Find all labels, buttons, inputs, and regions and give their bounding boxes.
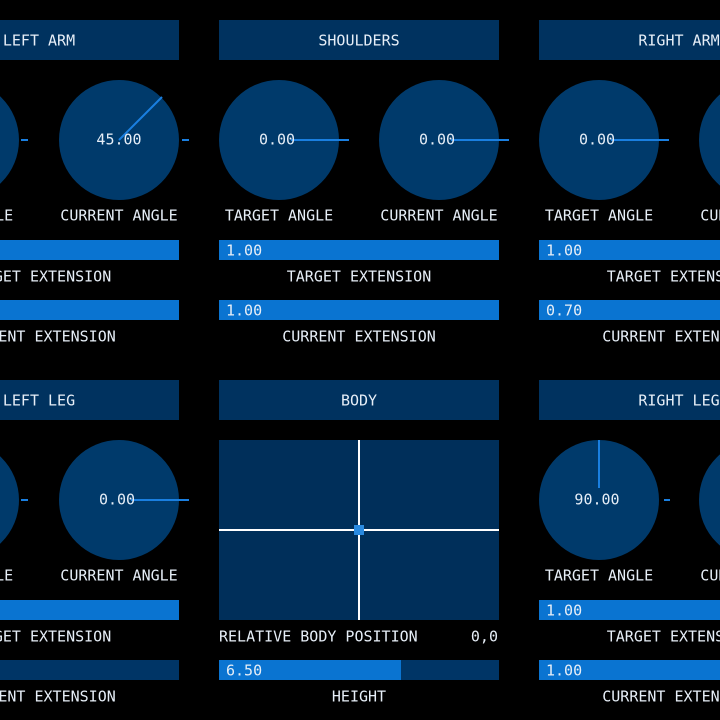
dial <box>0 96 19 184</box>
slider[interactable] <box>0 600 179 620</box>
dial-label: CURRENT ANGLE <box>380 207 497 225</box>
position-marker[interactable] <box>354 525 364 535</box>
dial-value: 0.00 <box>99 491 135 509</box>
slider[interactable] <box>219 660 401 680</box>
dial-label: CURRENT ANGLE <box>60 567 177 585</box>
position-value: 0,0 <box>471 628 498 646</box>
dial-label: TARGET ANGLE <box>225 207 333 225</box>
slider[interactable] <box>0 240 179 260</box>
dial <box>539 80 659 200</box>
slider-label: CURRENT EXTENSION <box>602 328 720 346</box>
dial-value: 0.00 <box>259 131 295 149</box>
panel-title: SHOULDERS <box>318 32 399 50</box>
dial <box>539 440 659 560</box>
slider[interactable] <box>539 600 720 620</box>
needle <box>118 96 163 141</box>
dial <box>0 456 19 544</box>
slider-value: 0.70 <box>546 302 582 320</box>
panel: SHOULDERS 0.00 TARGET ANGLE 0.00 CURRENT… <box>219 20 509 346</box>
panel: LEFT ARM TARGET ANGLE 45.00 CURRENT ANGL… <box>0 20 189 346</box>
panel: RIGHT ARM 0.00 TARGET ANGLE CURRENT ANGL… <box>539 20 720 346</box>
panel-title: BODY <box>341 392 377 410</box>
dial-label: CURRENT ANGLE <box>700 207 720 225</box>
dial <box>379 80 499 200</box>
panel-title: LEFT LEG <box>3 392 75 410</box>
position-label: RELATIVE BODY POSITION <box>219 628 418 646</box>
slider[interactable] <box>539 240 720 260</box>
slider-label: CURRENT EXTENSION <box>282 328 436 346</box>
panel-title: RIGHT ARM <box>638 32 719 50</box>
slider-label: TARGET EXTENSION <box>0 268 111 286</box>
dial-value: 45.00 <box>96 131 141 149</box>
title-bar <box>219 380 499 420</box>
dial-label: TARGET ANGLE <box>545 567 653 585</box>
title-bar <box>0 20 179 60</box>
title-bar <box>539 20 720 60</box>
dial-label: TARGET ANGLE <box>0 567 13 585</box>
dial-value: 0.00 <box>419 131 455 149</box>
slider-label: TARGET EXTENSION <box>607 268 720 286</box>
dial-value: 90.00 <box>574 491 619 509</box>
title-bar <box>0 380 179 420</box>
slider-label: HEIGHT <box>332 688 386 706</box>
panel-title: LEFT ARM <box>3 32 75 50</box>
slider-value: 1.00 <box>226 302 262 320</box>
slider[interactable] <box>539 300 720 320</box>
slider-label: TARGET EXTENSION <box>0 628 111 646</box>
slider-label: TARGET EXTENSION <box>607 628 720 646</box>
slider[interactable] <box>219 300 499 320</box>
slider-label: CURRENT EXTENSION <box>602 688 720 706</box>
slider-value: 1.00 <box>226 242 262 260</box>
panel-title: RIGHT LEG <box>638 392 719 410</box>
slider[interactable] <box>0 660 179 680</box>
dial <box>219 80 339 200</box>
dial <box>59 440 179 560</box>
slider-label: TARGET EXTENSION <box>287 268 432 286</box>
dial-value: 0.00 <box>579 131 615 149</box>
slider-label: CURRENT EXTENSION <box>0 688 116 706</box>
dial <box>699 454 720 546</box>
slider[interactable] <box>0 300 179 320</box>
slider[interactable] <box>219 240 499 260</box>
dial-label: TARGET ANGLE <box>545 207 653 225</box>
slider-value: 1.00 <box>546 242 582 260</box>
slider-value: 1.00 <box>546 602 582 620</box>
dial <box>699 94 720 186</box>
slider[interactable] <box>539 660 720 680</box>
title-bar <box>219 20 499 60</box>
panel: BODY RELATIVE BODY POSITION 0,0 6.50 HEI… <box>219 380 499 706</box>
panel: RIGHT LEG 90.00 TARGET ANGLE CURRENT ANG… <box>539 380 720 706</box>
slider-label: CURRENT EXTENSION <box>0 328 116 346</box>
dial-label: CURRENT ANGLE <box>60 207 177 225</box>
slider-value: 1.00 <box>546 662 582 680</box>
title-bar <box>539 380 720 420</box>
panel: LEFT LEG TARGET ANGLE 0.00 CURRENT ANGLE… <box>0 380 189 706</box>
dial-label: TARGET ANGLE <box>0 207 13 225</box>
dial-label: CURRENT ANGLE <box>700 567 720 585</box>
slider-value: 6.50 <box>226 662 262 680</box>
